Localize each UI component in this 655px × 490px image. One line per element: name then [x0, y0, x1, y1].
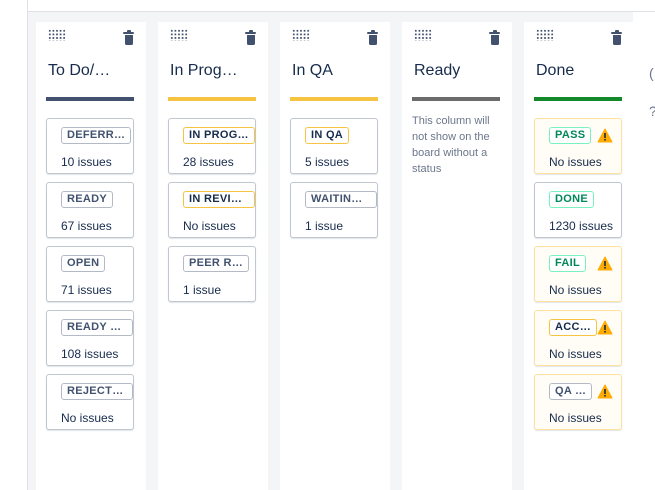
trash-icon[interactable] [123, 30, 134, 45]
trash-icon[interactable] [489, 30, 500, 45]
warning-icon[interactable] [597, 128, 613, 143]
column-color-bar [534, 97, 622, 101]
status-card-done[interactable]: DONE 1230 issues [534, 182, 622, 238]
column-header [46, 22, 136, 52]
column-in-progress: In Prog… IN PROG… 28 issues IN REVIEW No i… [158, 22, 268, 490]
status-lozenge: READY [61, 191, 114, 208]
status-card-in-progress[interactable]: IN PROG… 28 issues [168, 118, 256, 174]
status-card-peer-review[interactable]: PEER R… 1 issue [168, 246, 256, 302]
status-lozenge: ACC… [549, 319, 598, 336]
column-header [290, 22, 380, 52]
issue-count: 1 issue [183, 283, 222, 297]
status-lozenge: PEER R… [183, 255, 250, 272]
column-done: Done PASS No issues DONE 1230 issues FAI… [524, 22, 634, 490]
column-header [168, 22, 258, 52]
column-title[interactable]: Ready [414, 62, 461, 79]
status-lozenge: QA … [549, 383, 593, 400]
column-color-bar [412, 97, 500, 101]
right-side-panel: ( ? [633, 12, 655, 490]
status-lozenge: WAITING… [305, 191, 377, 208]
issue-count: 71 issues [61, 283, 112, 297]
status-card-ready-to[interactable]: READY T… 108 issues [46, 310, 134, 366]
column-title[interactable]: To Do/… [48, 62, 111, 79]
issue-count: 5 issues [305, 155, 350, 169]
issue-count: No issues [549, 347, 602, 361]
column-todo: To Do/… DEFERR… 10 issues READY 67 issues … [36, 22, 146, 490]
warning-icon[interactable] [597, 384, 613, 399]
warning-icon[interactable] [597, 256, 613, 271]
status-lozenge: PASS [549, 127, 592, 144]
trash-icon[interactable] [611, 30, 622, 45]
issue-count: 1 issue [305, 219, 344, 233]
issue-count: 10 issues [61, 155, 112, 169]
status-card-in-qa[interactable]: IN QA 5 issues [290, 118, 378, 174]
column-in-qa: In QA IN QA 5 issues WAITING… 1 issue [280, 22, 390, 490]
status-card-deferred[interactable]: DEFERR… 10 issues [46, 118, 134, 174]
help-icon[interactable]: ? [649, 104, 655, 118]
status-lozenge: DEFERR… [61, 127, 132, 144]
drag-handle-icon[interactable] [48, 29, 66, 41]
status-card-pass[interactable]: PASS No issues [534, 118, 622, 174]
status-card-open[interactable]: OPEN 71 issues [46, 246, 134, 302]
column-header [412, 22, 502, 52]
issue-count: No issues [549, 411, 602, 425]
column-ready: Ready This column will not show on the b… [402, 22, 512, 490]
status-card-in-review[interactable]: IN REVIEW No issues [168, 182, 256, 238]
status-lozenge: READY T… [61, 319, 133, 336]
column-color-bar [46, 97, 134, 101]
issue-count: 28 issues [183, 155, 234, 169]
column-title[interactable]: In QA [292, 62, 333, 79]
scroll-hint-icon[interactable]: ( [649, 65, 654, 81]
issue-count: 67 issues [61, 219, 112, 233]
drag-handle-icon[interactable] [292, 29, 310, 41]
drag-handle-icon[interactable] [536, 29, 554, 41]
drag-handle-icon[interactable] [170, 29, 188, 41]
status-card-fail[interactable]: FAIL No issues [534, 246, 622, 302]
trash-icon[interactable] [367, 30, 378, 45]
issue-count: 108 issues [61, 347, 119, 361]
drag-handle-icon[interactable] [414, 29, 432, 41]
status-card-rejected[interactable]: REJECTED No issues [46, 374, 134, 430]
column-title[interactable]: Done [536, 62, 575, 79]
empty-column-note: This column will not show on the board w… [412, 115, 490, 175]
column-color-bar [290, 97, 378, 101]
status-card-waiting[interactable]: WAITING… 1 issue [290, 182, 378, 238]
issue-count: No issues [549, 155, 602, 169]
column-color-bar [168, 97, 256, 101]
issue-count: 1230 issues [549, 219, 614, 233]
status-lozenge: IN QA [305, 127, 350, 144]
issue-count: No issues [549, 283, 602, 297]
status-card-ready[interactable]: READY 67 issues [46, 182, 134, 238]
status-lozenge: DONE [549, 191, 594, 208]
issue-count: No issues [61, 411, 114, 425]
status-lozenge: FAIL [549, 255, 587, 272]
warning-icon[interactable] [597, 320, 613, 335]
issue-count: No issues [183, 219, 236, 233]
column-title[interactable]: In Prog… [170, 62, 238, 79]
column-header [534, 22, 624, 52]
trash-icon[interactable] [245, 30, 256, 45]
status-card-qa[interactable]: QA … No issues [534, 374, 622, 430]
status-card-acc[interactable]: ACC… No issues [534, 310, 622, 366]
status-lozenge: IN PROG… [183, 127, 255, 144]
status-lozenge: REJECTED [61, 383, 133, 400]
top-strip [28, 0, 655, 12]
left-edge-panel [0, 0, 28, 490]
status-lozenge: IN REVIEW [183, 191, 255, 208]
status-lozenge: OPEN [61, 255, 106, 272]
